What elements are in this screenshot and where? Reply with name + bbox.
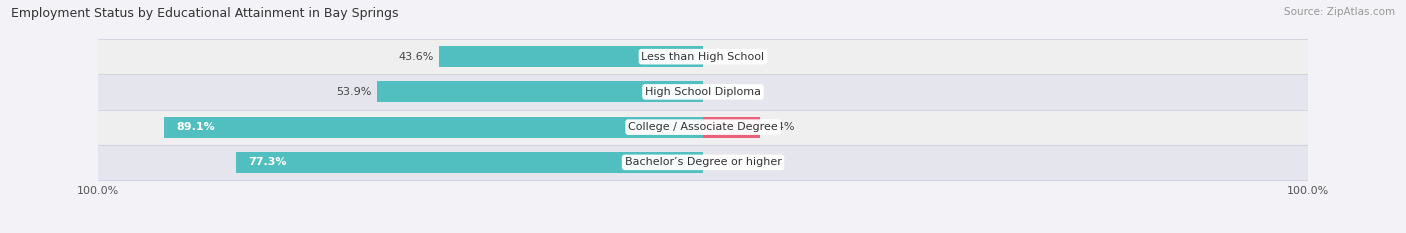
Bar [165, 116, 703, 138]
Text: 9.4%: 9.4% [766, 122, 794, 132]
Bar [703, 116, 759, 138]
Text: Source: ZipAtlas.com: Source: ZipAtlas.com [1284, 7, 1395, 17]
Text: Employment Status by Educational Attainment in Bay Springs: Employment Status by Educational Attainm… [11, 7, 399, 20]
Text: 53.9%: 53.9% [336, 87, 371, 97]
Text: 0.0%: 0.0% [709, 157, 737, 167]
Bar [377, 81, 703, 103]
Text: Bachelor’s Degree or higher: Bachelor’s Degree or higher [624, 157, 782, 167]
Bar [440, 46, 703, 67]
Text: High School Diploma: High School Diploma [645, 87, 761, 97]
Text: 0.0%: 0.0% [709, 87, 737, 97]
Text: Less than High School: Less than High School [641, 52, 765, 62]
Text: 89.1%: 89.1% [176, 122, 215, 132]
Text: 0.0%: 0.0% [709, 52, 737, 62]
Text: College / Associate Degree: College / Associate Degree [628, 122, 778, 132]
Bar [98, 145, 1308, 180]
Bar [98, 74, 1308, 110]
Bar [98, 39, 1308, 74]
Bar [98, 110, 1308, 145]
Text: 77.3%: 77.3% [247, 157, 287, 167]
Bar [236, 152, 703, 173]
Text: 43.6%: 43.6% [398, 52, 433, 62]
